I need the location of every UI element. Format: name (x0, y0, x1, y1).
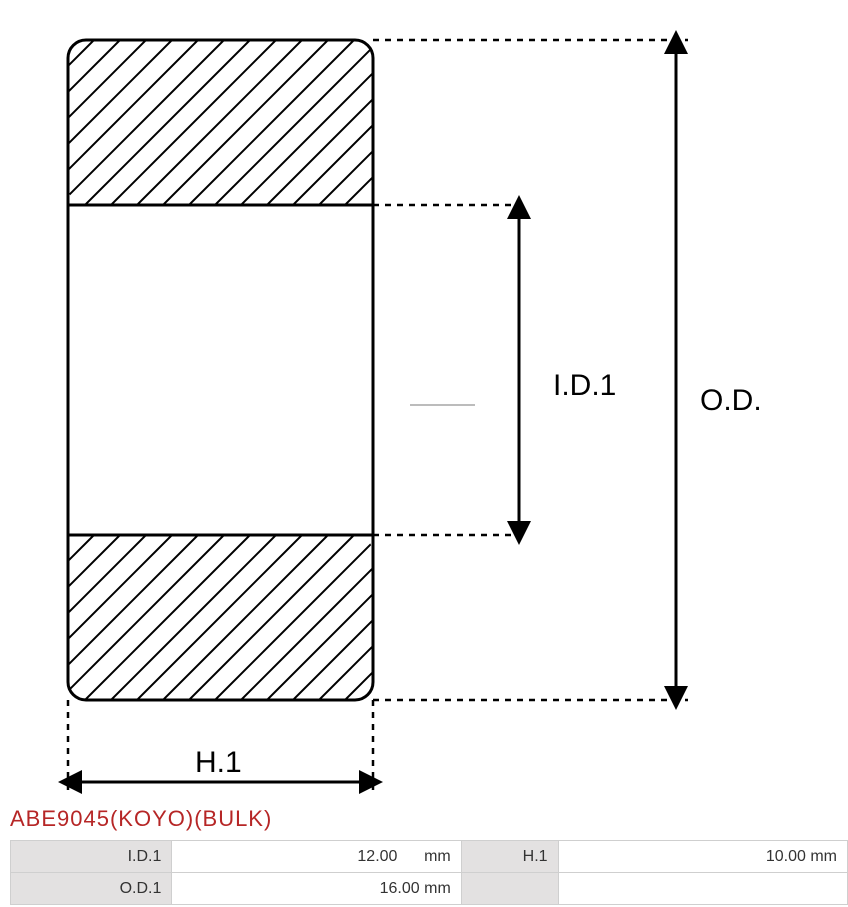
table-row: O.D.1 16.00 mm (11, 873, 848, 905)
spec-value-empty (558, 873, 847, 905)
spec-value: 10.00 mm (558, 841, 847, 873)
spec-label: I.D.1 (11, 841, 172, 873)
spec-table: I.D.1 12.00 mm H.1 10.00 mm O.D.1 16.00 … (10, 840, 848, 905)
spec-value: 16.00 mm (172, 873, 461, 905)
diagram-area: O.D.1 I.D.1 H.1 (0, 0, 848, 800)
body-outline (68, 40, 373, 700)
spec-value: 12.00 mm (172, 841, 461, 873)
h1-label: H.1 (195, 746, 242, 779)
table-row: I.D.1 12.00 mm H.1 10.00 mm (11, 841, 848, 873)
part-title: ABE9045(KOYO)(BULK) (0, 800, 848, 840)
page: O.D.1 I.D.1 H.1 ABE9045(KOYO)(BULK) I.D.… (0, 0, 848, 905)
id1-label: I.D.1 (553, 369, 616, 402)
spec-label: O.D.1 (11, 873, 172, 905)
top-hatch (0, 40, 692, 205)
cross-section-diagram: O.D.1 I.D.1 H.1 (0, 0, 760, 800)
bottom-hatch (0, 535, 692, 700)
od1-label: O.D.1 (700, 384, 760, 417)
spec-label-empty (461, 873, 558, 905)
spec-label: H.1 (461, 841, 558, 873)
